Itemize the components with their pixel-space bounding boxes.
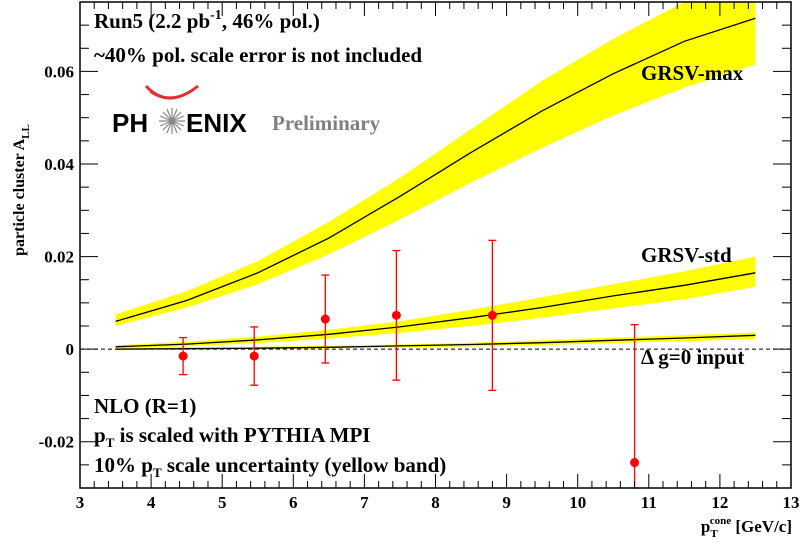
x-tick-label: 8	[431, 493, 440, 512]
svg-text:Preliminary: Preliminary	[272, 111, 381, 135]
curve-2	[115, 334, 756, 350]
phenix-logo: PH ENIX Preliminary	[112, 84, 381, 138]
data-point	[487, 310, 497, 320]
curve-1	[115, 272, 756, 348]
data-points	[178, 239, 640, 489]
x-tick-label: 12	[711, 493, 728, 512]
y-tick-label: 0.04	[44, 155, 74, 174]
x-axis-title: pTcone [GeV/c]	[701, 515, 792, 540]
run-info-line2: ~40% pol. scale error is not included	[94, 43, 422, 67]
x-tick-label: 4	[147, 493, 156, 512]
data-point	[178, 351, 188, 361]
label-grsv-max: GRSV-max	[641, 61, 744, 85]
theory-curves	[115, 17, 756, 350]
logo-starburst-icon	[159, 108, 185, 134]
x-tick-label: 9	[502, 493, 511, 512]
x-tick-label: 6	[289, 493, 298, 512]
svg-text:PH: PH	[112, 108, 148, 138]
data-point	[391, 310, 401, 320]
y-tick-label: 0.06	[44, 62, 74, 81]
x-tick-label: 3	[76, 493, 85, 512]
label-grsv-std: GRSV-std	[641, 243, 732, 267]
curve-0	[115, 17, 756, 323]
data-point	[630, 458, 640, 468]
band-1	[115, 256, 756, 349]
data-point	[249, 351, 259, 361]
x-tick-label: 11	[641, 493, 657, 512]
x-axis-ticks: 3 4 5 6 7 8 9 10 11 12 13	[76, 2, 800, 512]
x-tick-label: 5	[218, 493, 227, 512]
svg-text:ENIX: ENIX	[186, 108, 247, 138]
y-tick-label: -0.02	[39, 433, 74, 452]
x-tick-label: 7	[360, 493, 369, 512]
pt-scaled-label: pT is scaled with PYTHIA MPI	[94, 423, 370, 450]
y-axis-title: particle cluster ALL	[11, 124, 32, 256]
y-tick-label: 0	[66, 340, 75, 359]
y-tick-label: 0.02	[44, 248, 74, 267]
x-tick-label: 13	[783, 493, 800, 512]
x-tick-label: 10	[569, 493, 586, 512]
nlo-label: NLO (R=1)	[94, 394, 196, 418]
data-point	[320, 314, 330, 324]
pt-uncert-label: 10% pT scale uncertainty (yellow band)	[94, 453, 446, 480]
run-info-line1: Run5 (2.2 pb-1, 46% pol.)	[94, 8, 320, 33]
y-axis-ticks: -0.02 0 0.02 0.04 0.06	[39, 24, 791, 489]
label-dg0: Δ g=0 input	[641, 345, 744, 369]
